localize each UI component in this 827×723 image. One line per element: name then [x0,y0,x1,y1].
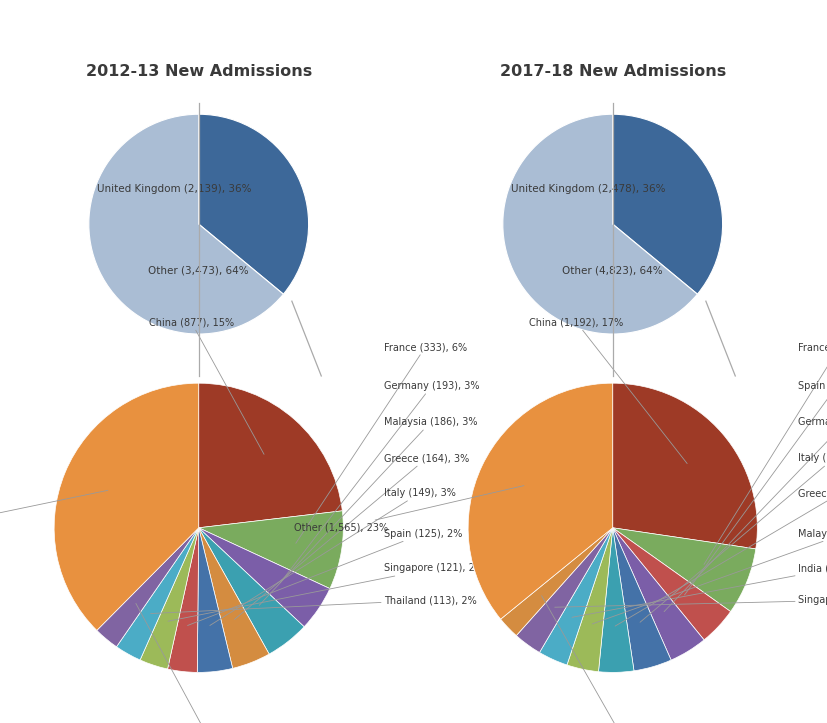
Text: Other (1,424), 24%: Other (1,424), 24% [0,490,108,533]
Wedge shape [198,383,342,528]
Wedge shape [566,528,612,672]
Wedge shape [117,528,198,660]
Wedge shape [516,528,612,652]
Text: Germany (193), 3%: Germany (193), 3% [280,381,479,583]
Text: Singapore (138), 2%: Singapore (138), 2% [554,595,827,607]
Text: Hong Kong (109), 2%: Hong Kong (109), 2% [541,596,671,723]
Wedge shape [140,528,198,669]
Text: Other (1,565), 23%: Other (1,565), 23% [294,486,523,533]
Title: 2017-18 New Admissions: 2017-18 New Admissions [499,64,725,79]
Wedge shape [198,114,308,294]
Text: United Kingdom (2,478), 36%: United Kingdom (2,478), 36% [511,184,665,194]
Text: China (877), 15%: China (877), 15% [149,317,264,454]
Text: Spain (125), 2%: Spain (125), 2% [188,529,461,625]
Text: Other (4,823), 64%: Other (4,823), 64% [562,265,662,275]
Text: China (1,192), 17%: China (1,192), 17% [528,317,686,463]
Text: Thailand (113), 2%: Thailand (113), 2% [151,595,476,614]
Wedge shape [612,528,729,640]
Wedge shape [502,114,696,334]
Wedge shape [198,511,343,589]
Wedge shape [500,528,612,636]
Wedge shape [612,528,671,671]
Wedge shape [198,528,329,627]
Text: Germany (186), 3%: Germany (186), 3% [663,417,827,612]
Text: Malaysia (155), 2%: Malaysia (155), 2% [591,529,827,624]
Text: France (327), 5%: France (327), 5% [703,342,827,565]
Text: United Kingdom (2,139), 36%: United Kingdom (2,139), 36% [98,184,251,194]
Title: 2012-13 New Admissions: 2012-13 New Admissions [85,64,312,79]
Text: India (107), 2%: India (107), 2% [136,604,243,723]
Text: Greece (171), 3%: Greece (171), 3% [614,488,827,626]
Wedge shape [88,114,283,334]
Text: Malaysia (186), 3%: Malaysia (186), 3% [259,417,476,605]
Wedge shape [598,528,633,672]
Wedge shape [612,383,757,549]
Wedge shape [97,528,198,647]
Text: Italy (149), 3%: Italy (149), 3% [209,488,455,625]
Wedge shape [198,528,269,668]
Text: Other (3,473), 64%: Other (3,473), 64% [148,265,249,275]
Text: France (333), 6%: France (333), 6% [295,342,466,543]
Wedge shape [198,528,304,654]
Wedge shape [612,528,755,612]
Text: Italy (186), 3%: Italy (186), 3% [639,453,827,623]
Wedge shape [54,383,198,630]
Wedge shape [612,528,703,660]
Text: Spain (187), 3%: Spain (187), 3% [684,381,827,595]
Wedge shape [539,528,612,665]
Wedge shape [612,114,722,294]
Text: Greece (164), 3%: Greece (164), 3% [234,453,468,620]
Wedge shape [197,528,232,672]
Text: Singapore (121), 2%: Singapore (121), 2% [168,563,483,621]
Text: India (145), 2%: India (145), 2% [571,563,827,617]
Wedge shape [167,528,198,672]
Wedge shape [467,383,612,619]
